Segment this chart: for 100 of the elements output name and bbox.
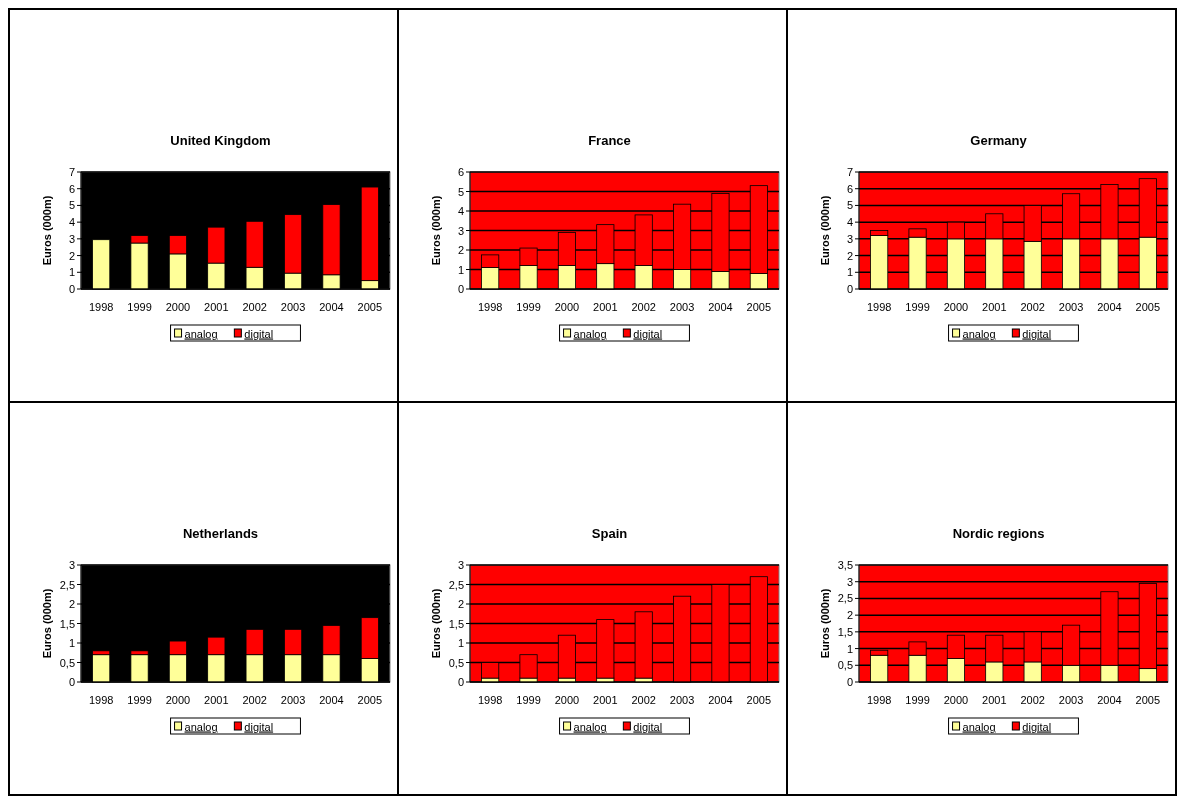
x-tick-label: 2005 [1135, 301, 1161, 313]
x-tick-label: 1999 [516, 301, 541, 313]
legend-label: analog [573, 720, 607, 733]
x-tick-label: 2003 [1058, 301, 1084, 313]
x-tick-label: 2000 [943, 694, 969, 706]
y-tick-label: 1 [68, 266, 75, 279]
y-tick-label: 6 [846, 182, 853, 195]
x-tick-label: 2000 [165, 301, 191, 313]
y-tick-label: 7 [68, 166, 75, 178]
x-tick-label: 2002 [1020, 694, 1045, 706]
x-tick-label: 1998 [88, 694, 114, 706]
y-tick-label: 3 [846, 575, 853, 588]
y-tick-label: 2,5 [837, 592, 853, 605]
x-tick-label: 2005 [357, 301, 383, 313]
x-tick-label: 2003 [1058, 694, 1084, 706]
x-tick-label: 2001 [204, 694, 229, 706]
y-tick-label: 4 [68, 216, 75, 229]
x-tick-label: 1998 [477, 694, 503, 706]
chart-title: Germany [970, 133, 1028, 148]
y-tick-label: 0 [457, 283, 464, 295]
legend-label: analog [184, 327, 218, 340]
y-tick-label: 2,5 [59, 578, 75, 591]
y-tick-label: 1 [846, 642, 853, 655]
x-tick-label: 1999 [905, 301, 930, 313]
y-tick-label: 2 [846, 609, 853, 622]
y-tick-label: 1,5 [837, 625, 853, 638]
x-tick-label: 2000 [554, 694, 580, 706]
y-tick-label: 2 [68, 249, 75, 262]
y-tick-label: 1 [68, 637, 75, 649]
x-tick-label: 1999 [905, 694, 930, 706]
y-tick-label: 3 [846, 232, 853, 245]
y-tick-label: 0 [457, 676, 464, 688]
y-tick-label: 1 [457, 637, 464, 649]
y-axis-title: Euros (000m) [41, 588, 53, 659]
y-tick-label: 3 [457, 559, 464, 571]
y-tick-label: 3 [68, 559, 75, 571]
y-tick-label: 0 [846, 283, 853, 295]
legend-label: digital [244, 720, 274, 733]
y-tick-label: 2 [68, 598, 75, 610]
x-tick-label: 2000 [943, 301, 969, 313]
x-tick-label: 2000 [165, 694, 191, 706]
x-tick-label: 2003 [280, 694, 306, 706]
x-tick-label: 2002 [1020, 301, 1045, 313]
x-tick-label: 1998 [477, 301, 503, 313]
chart-title: Nordic regions [952, 526, 1045, 541]
y-tick-label: 1 [457, 263, 464, 276]
y-tick-label: 6 [68, 182, 75, 195]
x-tick-label: 2000 [554, 301, 580, 313]
x-tick-label: 2001 [593, 694, 618, 706]
legend-label: digital [1022, 327, 1052, 340]
y-tick-label: 2,5 [448, 578, 464, 591]
x-tick-label: 2004 [708, 301, 733, 313]
x-tick-label: 2001 [204, 301, 229, 313]
y-tick-label: 4 [846, 216, 853, 229]
y-axis-title: Euros (000m) [430, 588, 442, 659]
legend-label: analog [184, 720, 218, 733]
legend-label: analog [573, 327, 607, 340]
y-tick-label: 0 [846, 676, 853, 688]
x-tick-label: 2005 [1135, 694, 1161, 706]
y-axis-title: Euros (000m) [41, 195, 53, 266]
y-tick-label: 0,5 [837, 659, 853, 672]
x-tick-label: 2002 [242, 301, 267, 313]
y-tick-label: 0,5 [448, 656, 464, 669]
legend-label: digital [1022, 720, 1052, 733]
y-tick-label: 3 [457, 224, 464, 237]
y-tick-label: 5 [846, 199, 853, 212]
y-axis-title: Euros (000m) [430, 195, 442, 266]
x-tick-label: 2004 [319, 301, 344, 313]
y-axis-title: Euros (000m) [819, 195, 831, 266]
y-tick-label: 7 [846, 166, 853, 178]
x-tick-label: 1998 [866, 301, 892, 313]
x-tick-label: 2003 [280, 301, 306, 313]
legend-label: digital [244, 327, 274, 340]
x-tick-label: 1999 [127, 301, 152, 313]
x-tick-label: 2002 [631, 301, 656, 313]
y-tick-label: 1 [846, 266, 853, 279]
y-tick-label: 0 [68, 676, 75, 688]
y-tick-label: 1,5 [448, 617, 464, 630]
x-tick-label: 2003 [669, 694, 695, 706]
y-tick-label: 6 [457, 166, 464, 178]
y-tick-label: 0,5 [59, 656, 75, 669]
chart-title: France [588, 133, 631, 148]
x-tick-label: 2005 [746, 694, 772, 706]
x-tick-label: 2005 [357, 694, 383, 706]
x-tick-label: 2004 [319, 694, 344, 706]
x-tick-label: 1999 [127, 694, 152, 706]
x-tick-label: 2001 [982, 301, 1007, 313]
y-tick-label: 3,5 [837, 559, 853, 571]
y-tick-label: 2 [457, 244, 464, 256]
y-tick-label: 5 [68, 199, 75, 212]
x-tick-label: 2003 [669, 301, 695, 313]
y-tick-label: 5 [457, 185, 464, 198]
x-tick-label: 1998 [866, 694, 892, 706]
y-tick-label: 2 [457, 598, 464, 610]
y-tick-label: 4 [457, 205, 464, 217]
x-tick-label: 2002 [242, 694, 267, 706]
y-tick-label: 3 [68, 232, 75, 245]
x-tick-label: 2001 [593, 301, 618, 313]
legend-label: digital [633, 720, 663, 733]
chart-title: Netherlands [182, 526, 259, 541]
